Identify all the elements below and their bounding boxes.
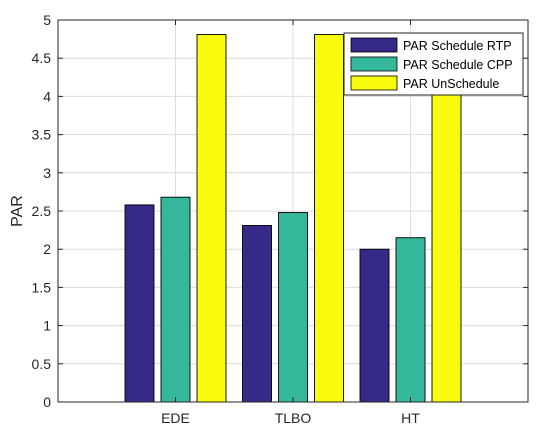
y-tick-label: 1.5 xyxy=(32,279,52,295)
x-tick-label: EDE xyxy=(161,410,190,426)
bar-par-schedule-rtp-tlbo xyxy=(242,225,272,403)
legend-swatch-unschedule xyxy=(350,75,398,91)
legend-swatch-rtp xyxy=(350,37,398,53)
x-axis-tick-labels: EDE TLBO HT xyxy=(161,410,420,426)
bar-par-schedule-cpp-ede xyxy=(160,196,191,403)
y-axis-label: PAR xyxy=(9,195,26,227)
legend-swatch-cpp xyxy=(350,56,398,72)
bar-par-unschedule-ede xyxy=(196,34,227,403)
y-tick-label: 5 xyxy=(43,12,51,28)
axis-ticks xyxy=(58,19,528,403)
y-tick-label: 0 xyxy=(43,394,51,410)
bars xyxy=(124,34,462,403)
legend-label-cpp: PAR Schedule CPP xyxy=(403,58,513,72)
bar-par-unschedule-tlbo xyxy=(314,34,344,403)
x-tick-label: TLBO xyxy=(275,410,312,426)
legend-label-rtp: PAR Schedule RTP xyxy=(403,39,512,53)
legend-label-unschedule: PAR UnSchedule xyxy=(403,77,499,91)
y-tick-label: 3 xyxy=(43,165,51,181)
bar-par-schedule-rtp-ede xyxy=(124,204,155,403)
y-axis-tick-labels: 0 0.5 1 1.5 2 2.5 3 3.5 4 4.5 5 xyxy=(32,12,52,410)
y-tick-label: 4.5 xyxy=(32,50,52,66)
legend: PAR Schedule RTP PAR Schedule CPP PAR Un… xyxy=(343,32,524,96)
y-tick-label: 1 xyxy=(43,318,51,334)
y-tick-label: 2.5 xyxy=(32,203,52,219)
y-tick-label: 2 xyxy=(43,241,51,257)
bar-par-schedule-cpp-tlbo xyxy=(278,212,308,403)
y-tick-label: 0.5 xyxy=(32,356,52,372)
bar-par-schedule-cpp-ht xyxy=(395,237,426,403)
bar-par-schedule-rtp-ht xyxy=(359,248,390,403)
bar-par-unschedule-ht xyxy=(431,34,462,403)
y-tick-label: 4 xyxy=(43,88,51,104)
x-tick-label: HT xyxy=(401,410,420,426)
y-tick-label: 3.5 xyxy=(32,127,52,143)
